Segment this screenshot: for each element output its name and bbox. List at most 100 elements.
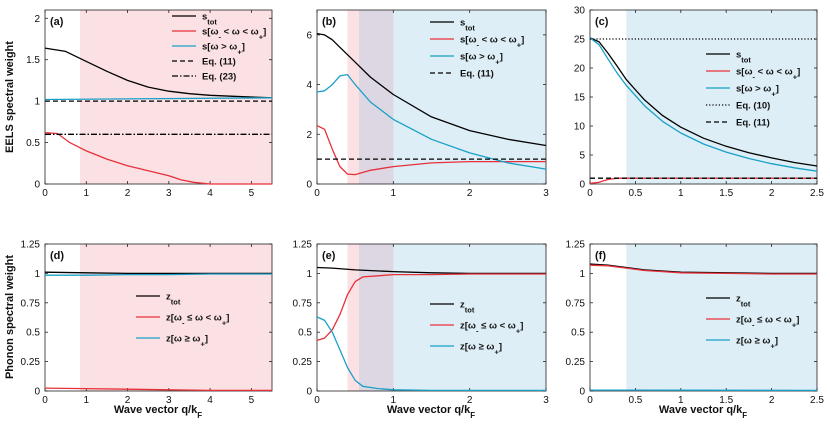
legend-label-part: ] [500,52,503,63]
y-tick-label: 1 [34,269,40,280]
x-axis-label-sub: F [470,411,475,420]
x-axis-label: Wave vector q/kF [387,404,475,420]
x-tick-label: 1 [83,395,89,406]
legend-label-part: z[ω [460,321,476,332]
legend-label-part: ] [775,336,778,347]
y-tick-label: 0.75 [293,298,313,309]
x-tick-label: 2 [769,395,775,406]
x-tick-label: 1 [678,188,684,199]
x-tick-label: 2 [125,188,131,199]
y-axis-label-top: EELS spectral weight [4,41,16,153]
y-tick-label: 1 [579,269,585,280]
x-tick-label: 3 [543,395,549,406]
legend-label-part: z[ω [166,313,182,324]
panel-label: (f) [595,250,606,262]
x-tick-label: 4 [207,188,213,199]
legend-label-part: ] [205,334,208,345]
legend-label-part: ] [520,321,523,332]
x-axis-label-sub: F [742,411,747,420]
x-tick-label: 0 [42,395,48,406]
legend-label-part: Eq. (11) [460,69,494,80]
x-axis-label: Wave vector q/kF [114,404,202,420]
legend-label: Eq. (11) [460,69,494,80]
legend-label-part: tot [171,297,181,306]
region-shade [359,10,393,184]
y-tick-label: 20 [574,64,586,75]
x-tick-label: 1.5 [719,188,733,199]
legend-label-part: Eq. (10) [736,101,770,112]
y-axis-label-bottom: Phonon spectral weight [4,255,16,379]
y-tick-label: 0.25 [566,357,586,368]
x-tick-label: 1 [83,188,89,199]
y-tick-label: 0.75 [566,298,586,309]
y-tick-label: 4 [306,80,312,91]
x-tick-label: 4 [207,395,213,406]
panel-label: (b) [322,16,336,28]
legend-label-part: < ω < ω [479,35,517,46]
legend-label-part: tot [465,305,475,314]
y-tick-label: 30 [574,6,586,17]
y-tick-label: 2 [306,130,312,141]
y-tick-label: 0.5 [26,328,40,339]
legend-label-part: s[ω [202,27,218,38]
x-tick-label: 0 [42,188,48,199]
panel-label: (d) [50,250,64,262]
x-tick-label: 2 [769,188,775,199]
legend-label-part: s[ω > ω [736,84,771,95]
y-tick-label: 0.75 [21,298,41,309]
x-axis-label-sub: F [197,411,202,420]
legend-label: Eq. (11) [202,57,236,68]
legend-label: Eq. (23) [202,72,236,83]
legend-label-part: tot [207,17,217,26]
legend-label-part: ] [226,313,229,324]
y-tick-label: 0 [306,180,312,191]
y-tick-label: 1.25 [293,240,313,251]
legend-label-part: z[ω ≥ ω [460,342,494,353]
region-shade [626,10,817,184]
legend-label: Eq. (10) [736,101,770,112]
legend-label-part: ] [499,342,502,353]
y-tick-label: 25 [574,35,586,46]
panel-label: (e) [322,250,336,262]
y-tick-label: 0 [579,180,585,191]
y-tick-label: 0 [34,180,40,191]
y-tick-label: 1.5 [26,55,40,66]
y-tick-label: 5 [579,151,585,162]
legend-label-part: ] [797,67,800,78]
legend-label-part: s[ω > ω [202,42,237,53]
legend-label-part: tot [741,299,751,308]
x-tick-label: 1 [391,188,397,199]
x-tick-label: 0 [314,188,320,199]
y-tick-label: 10 [574,122,586,133]
region-shade [359,244,393,391]
x-axis-label-main: Wave vector q/k [659,404,743,416]
y-tick-label: 0.25 [293,357,313,368]
x-tick-label: 3 [543,188,549,199]
y-tick-label: 0.5 [571,328,585,339]
y-tick-label: 0 [34,387,40,398]
legend-label-part: s[ω [460,35,476,46]
legend-label-part: < ω < ω [221,27,259,38]
legend-label-part: ≤ ω < ω [478,321,515,332]
legend-label-part: ] [242,42,245,53]
y-tick-label: 1.25 [21,240,41,251]
x-axis-label-main: Wave vector q/k [387,404,471,416]
y-tick-label: 2 [34,14,40,25]
x-tick-label: 2.5 [810,188,824,199]
x-tick-label: 0.5 [628,395,642,406]
y-tick-label: 0 [306,387,312,398]
y-tick-label: 0.25 [21,357,41,368]
legend-label-part: Eq. (11) [202,57,236,68]
x-axis-label: Wave vector q/kF [659,404,747,420]
y-tick-label: 0 [579,387,585,398]
x-tick-label: 5 [249,395,255,406]
legend-label-part: ≤ ω < ω [184,313,221,324]
